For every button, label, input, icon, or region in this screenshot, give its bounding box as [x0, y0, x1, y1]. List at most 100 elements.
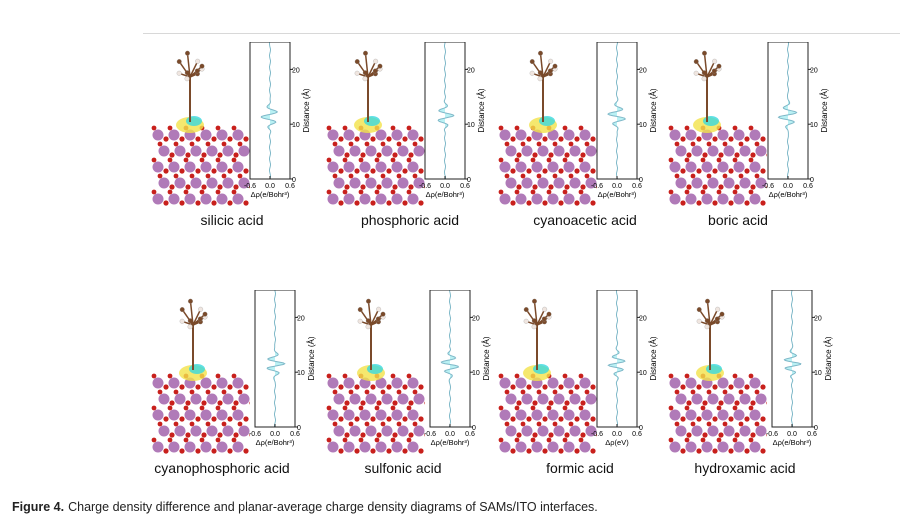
indium-atom — [158, 177, 170, 189]
oxygen-atom — [690, 141, 696, 147]
oxygen-atom — [189, 173, 195, 179]
oxygen-atom — [157, 389, 163, 395]
oxygen-atom — [696, 384, 702, 390]
oxygen-atom — [392, 400, 398, 406]
indium-atom — [569, 145, 581, 157]
oxygen-atom — [249, 401, 250, 405]
indium-atom — [184, 193, 196, 205]
oxygen-atom — [760, 416, 766, 422]
indium-atom — [343, 377, 355, 389]
charge-density-curve — [260, 42, 278, 180]
oxygen-atom — [221, 421, 227, 427]
indium-atom — [739, 145, 751, 157]
indium-atom — [585, 425, 597, 437]
oxygen-atom — [179, 416, 185, 422]
indium-atom — [365, 145, 377, 157]
oxygen-atom — [552, 141, 558, 147]
molecule-bond — [703, 53, 708, 78]
indium-atom — [537, 177, 549, 189]
oxygen-atom — [163, 448, 169, 454]
oxygen-atom — [169, 184, 175, 190]
oxygen-atom — [185, 184, 191, 190]
oxygen-atom — [201, 400, 207, 406]
oxygen-atom — [744, 384, 750, 390]
oxygen-atom — [374, 437, 380, 443]
oxygen-atom — [342, 125, 348, 131]
oxygen-atom — [532, 184, 538, 190]
indium-atom — [359, 193, 371, 205]
indium-atom — [200, 409, 212, 421]
molecule-atom — [194, 68, 200, 74]
x-tick-label: -0.6 — [766, 431, 778, 438]
oxygen-atom — [702, 432, 708, 438]
oxygen-atom — [412, 421, 418, 427]
oxygen-atom — [526, 136, 532, 142]
oxygen-atom — [386, 416, 392, 422]
oxygen-atom — [205, 173, 211, 179]
oxygen-atom — [748, 189, 754, 195]
oxygen-atom — [201, 432, 207, 438]
oxygen-atom — [402, 168, 408, 174]
indium-atom — [675, 145, 687, 157]
indium-atom — [413, 393, 425, 405]
oxygen-atom — [424, 401, 425, 405]
oxygen-atom — [249, 433, 250, 437]
oxygen-atom — [504, 173, 510, 179]
oxygen-atom — [546, 189, 552, 195]
indium-atom — [749, 441, 761, 453]
oxygen-atom — [690, 421, 696, 427]
indium-atom — [691, 177, 703, 189]
panel-name: boric acid — [708, 212, 768, 228]
oxygen-atom — [354, 168, 360, 174]
caption-label: Figure 4. — [12, 500, 65, 514]
molecule-atom — [357, 307, 363, 313]
molecule-atom — [202, 311, 208, 317]
oxygen-atom — [338, 416, 344, 422]
oxygen-atom — [370, 448, 376, 454]
oxygen-atom — [195, 448, 201, 454]
x-tick-label: 0.6 — [632, 183, 642, 190]
indium-atom — [158, 425, 170, 437]
indium-atom — [515, 377, 527, 389]
charge-depletion — [364, 116, 380, 126]
oxygen-atom — [674, 421, 680, 427]
oxygen-atom — [558, 384, 564, 390]
x-axis-label: Δρ(e/Bohr³) — [431, 438, 470, 447]
indium-atom — [397, 177, 409, 189]
indium-atom — [343, 161, 355, 173]
indium-atom — [499, 441, 511, 453]
indium-atom — [375, 409, 387, 421]
oxygen-atom — [702, 184, 708, 190]
indium-atom — [547, 129, 559, 141]
oxygen-atom — [562, 437, 568, 443]
indium-atom — [349, 145, 361, 157]
y-axis-label: Distance (Å) — [482, 336, 491, 380]
x-tick-label: -0.6 — [591, 431, 603, 438]
indium-atom — [407, 409, 419, 421]
oxygen-atom — [360, 152, 366, 158]
molecule-atom — [714, 316, 720, 322]
indium-atom — [232, 409, 244, 421]
oxygen-atom — [157, 173, 163, 179]
indium-atom — [691, 145, 703, 157]
oxygen-atom — [684, 189, 690, 195]
oxygen-atom — [396, 173, 402, 179]
molecule-bond — [706, 301, 711, 326]
oxygen-atom — [342, 373, 348, 379]
caption-text: Charge density difference and planar-ave… — [68, 500, 598, 514]
oxygen-atom — [542, 200, 548, 206]
oxygen-atom — [574, 168, 580, 174]
molecule-atom — [523, 307, 529, 313]
oxygen-atom — [231, 373, 237, 379]
charge-density-curve — [266, 290, 286, 428]
oxygen-atom — [578, 373, 584, 379]
oxygen-atom — [338, 200, 344, 206]
indium-atom — [521, 145, 533, 157]
indium-atom — [569, 177, 581, 189]
indium-atom — [547, 441, 559, 453]
molecule-atom — [705, 298, 710, 304]
indium-atom — [685, 409, 697, 421]
molecule-atom — [715, 306, 721, 312]
oxygen-atom — [542, 416, 548, 422]
indium-atom — [407, 161, 419, 173]
